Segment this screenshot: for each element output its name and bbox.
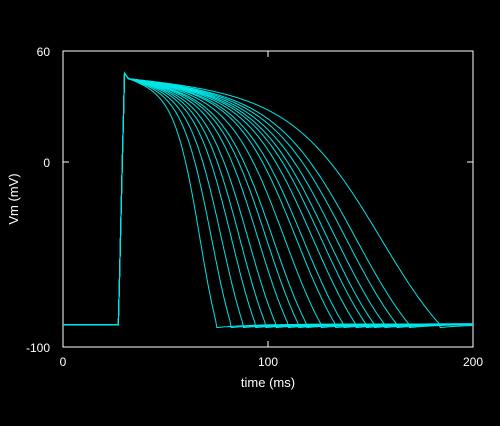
y-tick-label-60: 60: [37, 45, 51, 59]
action-potential-trace-9: [63, 71, 473, 329]
x-tick-label-200: 200: [463, 355, 483, 369]
y-axis-label: Vm (mV): [6, 173, 21, 224]
x-tick-label-0: 0: [60, 355, 67, 369]
action-potential-trace-14: [63, 71, 473, 329]
action-potential-trace-11: [63, 71, 473, 329]
axis-ticks: [62, 50, 474, 348]
action-potential-trace-5: [63, 71, 473, 329]
action-potential-trace-18: [63, 71, 473, 329]
y-tick-label-0: 0: [43, 156, 50, 170]
action-potential-trace-1: [63, 71, 473, 329]
x-axis-label: time (ms): [241, 375, 295, 390]
action-potential-trace-4: [63, 71, 473, 329]
x-tick-label-100: 100: [258, 355, 278, 369]
action-potential-trace-15: [63, 71, 473, 329]
action-potential-trace-3: [63, 71, 473, 329]
action-potential-trace-7: [63, 71, 473, 329]
action-potential-trace-13: [63, 71, 473, 329]
action-potential-trace-19: [63, 71, 473, 329]
action-potential-trace-17: [63, 71, 473, 329]
action-potential-trace-2: [63, 71, 473, 329]
series-lines: [63, 71, 474, 329]
action-potential-trace-10: [63, 71, 473, 329]
y-tick-label-minus-100: -100: [26, 341, 50, 355]
action-potential-trace-6: [63, 71, 473, 329]
action-potential-trace-16: [63, 71, 474, 329]
action-potential-trace-12: [63, 71, 473, 329]
action-potential-trace-8: [63, 71, 473, 329]
